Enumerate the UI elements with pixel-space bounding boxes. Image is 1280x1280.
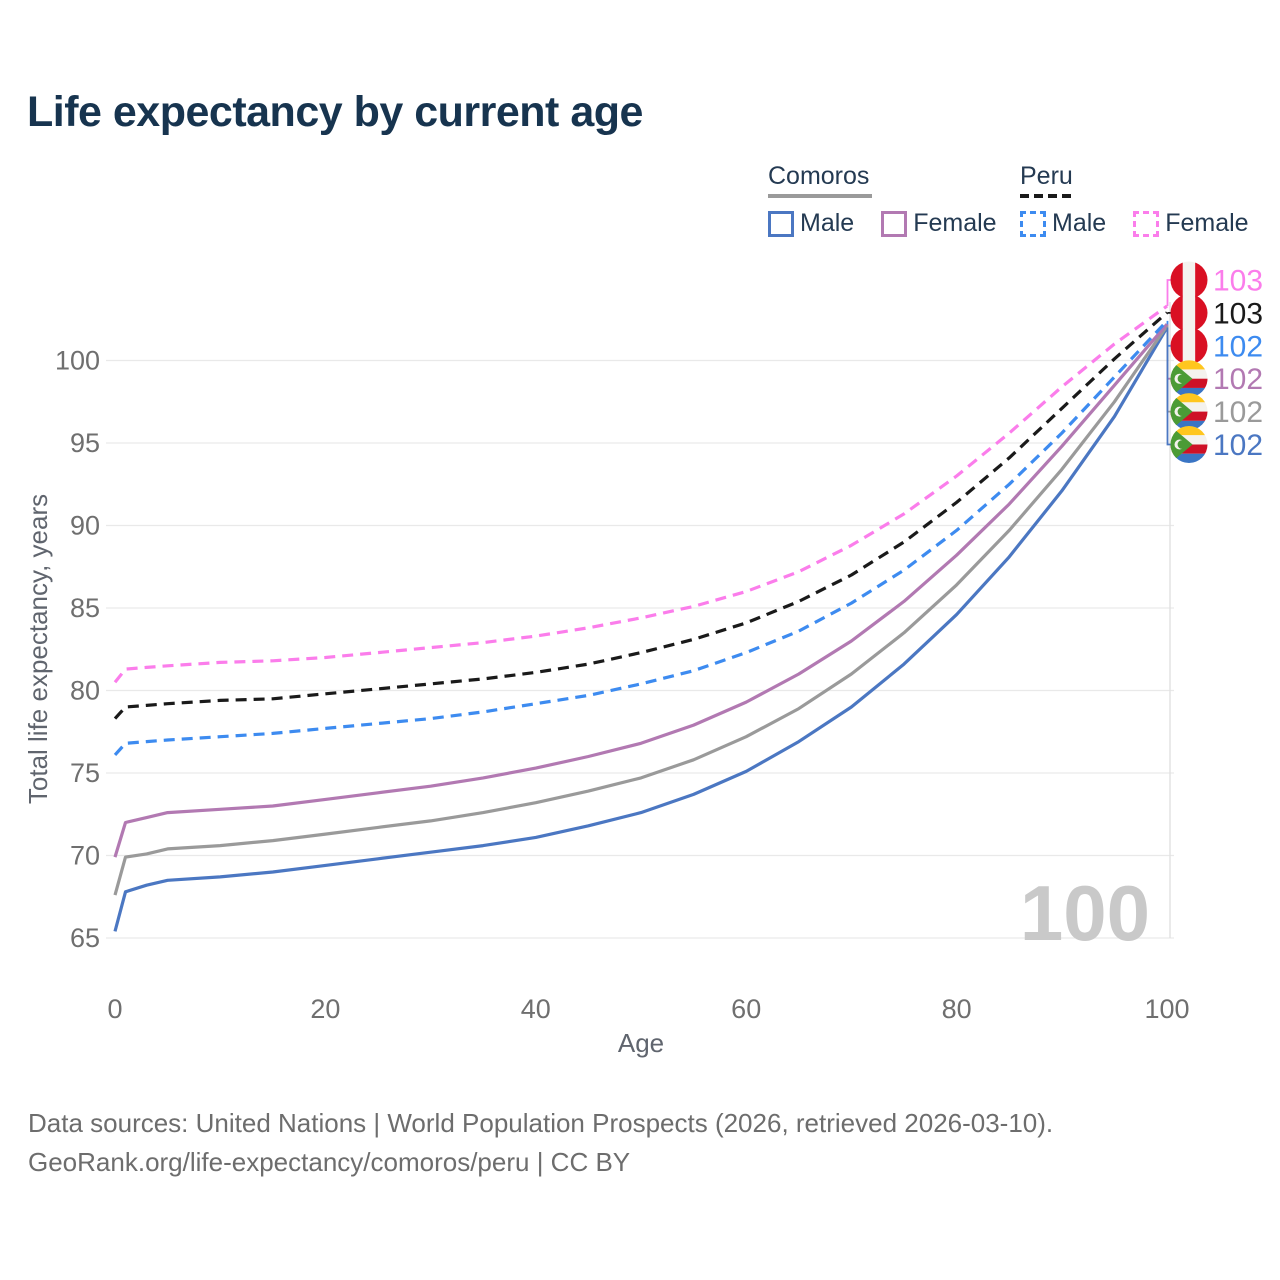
peru-flag-icon (1170, 261, 1208, 299)
legend-item-peru-male[interactable]: Male (1052, 209, 1107, 237)
end-value-label-peru-male: 102 (1213, 330, 1263, 363)
grid-layer: 65 70 75 80 85 90 95 100 0 20 40 60 80 100 (55, 346, 1190, 1025)
page-title: Life expectancy by current age (27, 88, 643, 136)
end-value-label-comoros-female: 102 (1213, 363, 1263, 396)
legend-swatch-peru-male-icon[interactable] (1020, 210, 1046, 237)
x-tick-label: 40 (521, 994, 551, 1024)
y-tick-label: 80 (70, 676, 100, 706)
comoros-flag-icon (1170, 360, 1208, 398)
y-tick-label: 85 (70, 593, 100, 623)
comoros-flag-icon (1170, 426, 1208, 463)
y-tick-label: 100 (55, 346, 100, 376)
y-tick-label: 75 (70, 758, 100, 788)
series-line-comoros-female[interactable] (113, 323, 1169, 858)
y-tick-label: 70 (70, 841, 100, 871)
y-tick-label: 95 (70, 428, 100, 458)
x-tick-label: 100 (1144, 994, 1189, 1024)
legend-swatch-comoros-female-icon[interactable] (881, 210, 908, 237)
legend-underline-comoros-solid (768, 194, 872, 198)
y-axis-title: Total life expectancy, years (23, 494, 53, 804)
series-line-peru-male[interactable] (113, 319, 1169, 756)
legend-country-peru[interactable]: Peru (1020, 162, 1073, 190)
series-line-comoros-male[interactable] (113, 326, 1169, 932)
x-tick-label: 20 (310, 994, 340, 1024)
legend-country-comoros[interactable]: Comoros (768, 162, 870, 190)
legend-swatch-peru-female-icon[interactable] (1133, 210, 1160, 237)
legend-item-comoros-male[interactable]: Male (800, 209, 855, 237)
x-tick-label: 80 (942, 994, 972, 1024)
end-label-connector-comoros-male (1166, 327, 1171, 446)
legend-group-comoros: Comoros Male Female (768, 162, 997, 238)
end-value-label-peru-female: 103 (1213, 265, 1263, 298)
end-value-label-peru-both: 103 (1213, 297, 1263, 330)
comoros-flag-icon (1170, 393, 1208, 431)
series-layer (113, 304, 1169, 932)
x-tick-label: 60 (731, 994, 761, 1024)
peru-flag-icon (1170, 327, 1208, 365)
legend-item-peru-female[interactable]: Female (1165, 209, 1249, 237)
legend-swatch-comoros-male-icon[interactable] (768, 210, 794, 237)
x-tick-label: 0 (107, 994, 122, 1024)
footer-attribution-link: GeoRank.org/life-expectancy/comoros/peru… (28, 1147, 631, 1177)
legend-underline-peru-dashed (1020, 194, 1075, 198)
legend-item-comoros-female[interactable]: Female (913, 209, 997, 237)
series-line-comoros-both[interactable] (113, 324, 1169, 896)
legend-group-peru: Peru Male Female (1020, 162, 1249, 238)
hovered-age-watermark: 100 (1020, 869, 1150, 957)
series-line-peru-both[interactable] (113, 311, 1169, 720)
y-tick-label: 65 (70, 923, 100, 953)
end-label-connector-peru-female (1166, 279, 1171, 307)
end-value-label-comoros-both: 102 (1213, 396, 1263, 429)
series-line-peru-female[interactable] (113, 304, 1168, 684)
end-value-label-comoros-male: 102 (1213, 429, 1263, 462)
connector-layer (1166, 279, 1171, 446)
y-tick-label: 90 (70, 511, 100, 541)
peru-flag-icon (1170, 294, 1208, 332)
x-axis-title: Age (618, 1028, 664, 1058)
footer-data-sources: Data sources: United Nations | World Pop… (28, 1108, 1054, 1138)
